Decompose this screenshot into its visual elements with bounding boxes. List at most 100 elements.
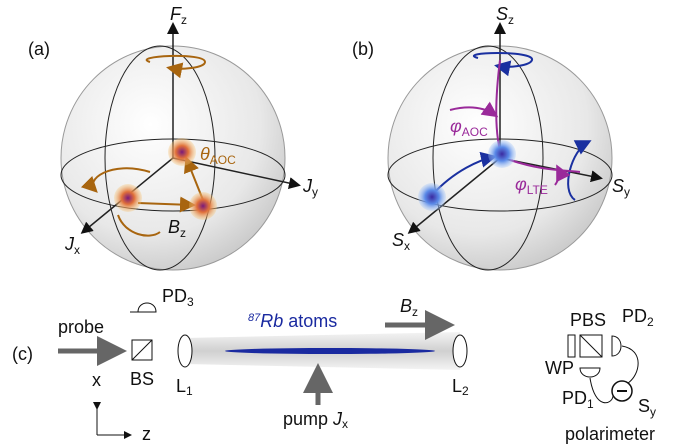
subscript: z	[180, 226, 186, 240]
subscript: z	[508, 13, 514, 27]
rest: atoms	[283, 311, 337, 331]
pd3-label: PD3	[162, 286, 194, 309]
name: L	[176, 376, 186, 396]
angle-arc	[449, 101, 499, 118]
spin-state	[418, 183, 446, 211]
pump-label: pump Jx	[283, 409, 348, 431]
subscript: y	[624, 185, 630, 199]
photodiode	[137, 302, 157, 313]
panel-a	[60, 22, 301, 271]
subscript: z	[412, 305, 418, 319]
name: PD	[162, 286, 187, 306]
atoms-label: 87Rb atoms	[248, 311, 337, 331]
subscript: AOC	[210, 153, 236, 167]
symbol: φ	[450, 116, 462, 136]
lens-label: L2	[452, 376, 469, 398]
axis-label: Sx	[392, 230, 410, 253]
panel-label: (b)	[352, 39, 374, 59]
bs-label: BS	[130, 369, 154, 389]
wp-label: WP	[545, 358, 574, 378]
panel-c	[58, 302, 639, 439]
lens	[177, 334, 193, 368]
sy-label: Sy	[638, 396, 656, 419]
subscript: 1	[186, 384, 193, 398]
subtractor	[611, 380, 633, 402]
lens-label: L1	[176, 376, 193, 398]
waveplate	[567, 334, 576, 358]
spin-state	[488, 140, 516, 168]
spin-state	[189, 192, 217, 220]
angle-label: θAOC	[200, 144, 236, 167]
symbol: F	[170, 4, 182, 24]
spin-state	[114, 184, 142, 212]
polarimeter-label: polarimeter	[565, 424, 655, 444]
beam-splitter	[131, 339, 153, 361]
isotope: 87	[248, 312, 261, 324]
rotation-arrow	[473, 52, 534, 77]
spin-state	[168, 138, 196, 166]
symbol: S	[496, 4, 508, 24]
symbol: J	[302, 176, 313, 196]
name: PD	[562, 388, 587, 408]
coord-label: z	[142, 424, 151, 444]
symbol: θ	[200, 144, 210, 164]
meridian	[432, 45, 544, 271]
pbs-diagonal	[579, 334, 603, 358]
subscript: 2	[647, 315, 654, 329]
precession-arc	[117, 214, 161, 237]
element: Rb	[260, 311, 283, 331]
field-label: Bz	[168, 217, 186, 240]
subscript: 2	[462, 384, 469, 398]
precession-arc	[80, 167, 151, 193]
subscript: 3	[187, 295, 194, 309]
pbs-label: PBS	[570, 310, 606, 330]
axis-label: Sy	[612, 176, 630, 199]
symbol: J	[64, 234, 75, 254]
trajectory	[509, 159, 581, 173]
angle-label: φLTE	[515, 174, 548, 197]
name: PD	[622, 306, 647, 326]
subscript: z	[181, 13, 187, 27]
coord-label: x	[92, 370, 101, 390]
atom-cloud	[225, 348, 435, 354]
rotation-arrow	[145, 54, 207, 79]
lens	[452, 334, 468, 368]
symbol: φ	[515, 174, 527, 194]
symbol: B	[400, 296, 412, 316]
probe-label: probe	[58, 317, 104, 337]
axis-label: Sz	[496, 4, 514, 27]
field-arrow	[137, 196, 196, 213]
symbol: S	[612, 176, 624, 196]
axis-label: Fz	[170, 4, 187, 27]
subscript: 1	[587, 397, 594, 411]
subscript: y	[312, 185, 318, 199]
subscript: x	[74, 243, 80, 257]
beam-splitter-diagonal	[131, 339, 153, 361]
photodiode	[611, 335, 622, 357]
axis-label: Jy	[302, 176, 318, 199]
name: L	[452, 376, 462, 396]
axis-label: Jx	[64, 234, 80, 257]
symbol: J	[332, 409, 343, 429]
panel-label: (a)	[28, 39, 50, 59]
photodiode	[579, 367, 601, 378]
meridian	[104, 45, 216, 271]
subscript: y	[650, 405, 656, 419]
subscript: LTE	[527, 183, 548, 197]
name: pump	[283, 409, 333, 429]
symbol: B	[168, 217, 180, 237]
symbol: S	[638, 396, 650, 416]
subscript: x	[342, 417, 348, 431]
angle-arc	[554, 164, 571, 186]
symbol: S	[392, 230, 404, 250]
field-label: Bz	[400, 296, 418, 319]
polarizing-beam-splitter	[579, 334, 603, 358]
pd1-label: PD1	[562, 388, 594, 411]
subscript: x	[404, 239, 410, 253]
panel-b	[387, 22, 613, 271]
angle-label: φAOC	[450, 116, 488, 139]
pd2-label: PD2	[622, 306, 654, 329]
subscript: AOC	[462, 125, 488, 139]
